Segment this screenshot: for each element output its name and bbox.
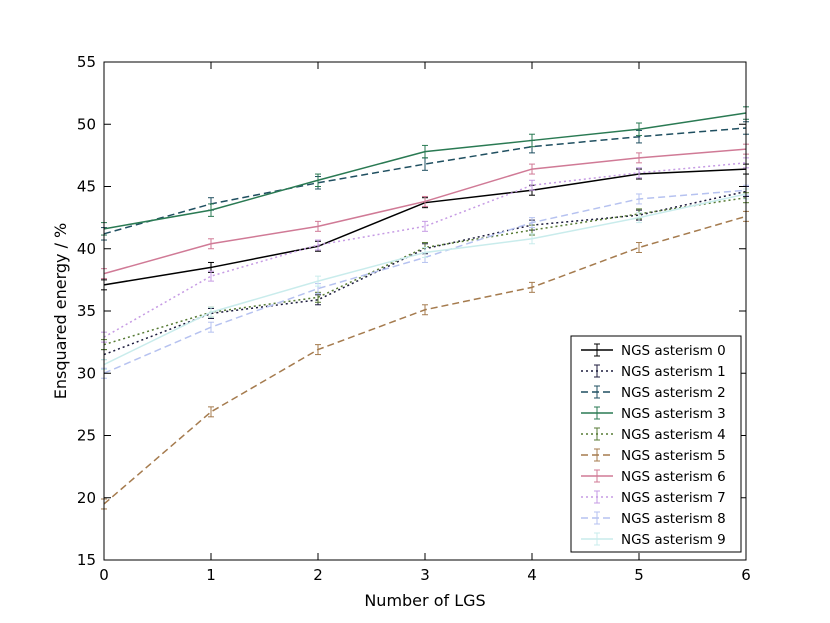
x-axis-label: Number of LGS [364, 591, 485, 610]
error-bar [208, 270, 214, 282]
legend-entry: NGS asterism 3 [581, 406, 726, 422]
error-bar [315, 239, 321, 251]
error-bar [208, 321, 214, 333]
y-tick-label: 40 [77, 240, 96, 258]
legend-box [570, 335, 742, 553]
y-tick-label: 50 [77, 115, 96, 133]
error-bar [636, 212, 642, 224]
error-bar [636, 242, 642, 253]
legend-label: NGS asterism 1 [621, 364, 726, 380]
error-bar [315, 275, 321, 287]
y-tick-label: 35 [77, 302, 96, 320]
error-bar [529, 179, 535, 191]
series-5 [101, 210, 749, 510]
error-bar [529, 233, 535, 245]
legend-label: NGS asterism 0 [621, 343, 726, 359]
legend-label: NGS asterism 3 [621, 406, 726, 422]
error-bar [636, 122, 642, 136]
error-bar [315, 344, 321, 356]
x-tick-label: 3 [420, 566, 430, 584]
y-tick-label: 45 [77, 178, 96, 196]
error-bar [422, 195, 428, 207]
error-bar [529, 217, 535, 229]
legend-entry: NGS asterism 5 [581, 448, 726, 464]
error-bar [636, 193, 642, 205]
legend-label: NGS asterism 6 [621, 469, 726, 485]
legend-entry: NGS asterism 8 [581, 511, 726, 527]
error-bar [208, 238, 214, 250]
legend: NGS asterism 0 NGS asterism 1 NGS asterism… [570, 335, 742, 553]
legend-label: NGS asterism 2 [621, 385, 726, 401]
error-bar [208, 406, 214, 418]
y-tick-label: 15 [77, 551, 96, 569]
x-tick-label: 5 [634, 566, 644, 584]
error-bar [315, 220, 321, 232]
x-tick-label: 4 [527, 566, 537, 584]
error-bar [529, 163, 535, 175]
error-bar [422, 247, 428, 258]
error-bar [315, 173, 321, 187]
legend-label: NGS asterism 4 [621, 427, 726, 443]
y-axis-label: Ensquared energy / % [51, 223, 70, 400]
legend-entry: NGS asterism 9 [581, 532, 726, 548]
series-9 [101, 188, 749, 371]
y-tick-label: 30 [77, 364, 96, 382]
legend-label: NGS asterism 7 [621, 490, 726, 506]
error-bar [208, 203, 214, 217]
x-tick-label: 1 [206, 566, 216, 584]
legend-label: NGS asterism 5 [621, 448, 726, 464]
error-bar [636, 167, 642, 179]
error-bar [208, 306, 214, 318]
legend-label: NGS asterism 9 [621, 532, 726, 548]
legend-entry: NGS asterism 2 [581, 385, 726, 401]
error-bar [529, 133, 535, 148]
x-tick-label: 2 [313, 566, 323, 584]
y-tick-label: 55 [77, 53, 96, 71]
y-tick-label: 20 [77, 489, 96, 507]
legend-entry: NGS asterism 7 [581, 490, 726, 506]
y-tick-label: 25 [77, 427, 96, 445]
legend-label: NGS asterism 8 [621, 511, 726, 527]
legend-entry: NGS asterism 1 [581, 364, 726, 380]
legend-entry: NGS asterism 4 [581, 427, 726, 443]
error-bar [422, 220, 428, 232]
legend-entry: NGS asterism 0 [581, 343, 726, 359]
error-bar [529, 281, 535, 293]
x-tick-label: 0 [99, 566, 109, 584]
error-bar [422, 304, 428, 316]
x-tick-label: 6 [741, 566, 751, 584]
error-bar [636, 152, 642, 164]
series-6 [101, 143, 749, 280]
error-bar [422, 144, 428, 159]
legend-entry: NGS asterism 6 [581, 469, 726, 485]
